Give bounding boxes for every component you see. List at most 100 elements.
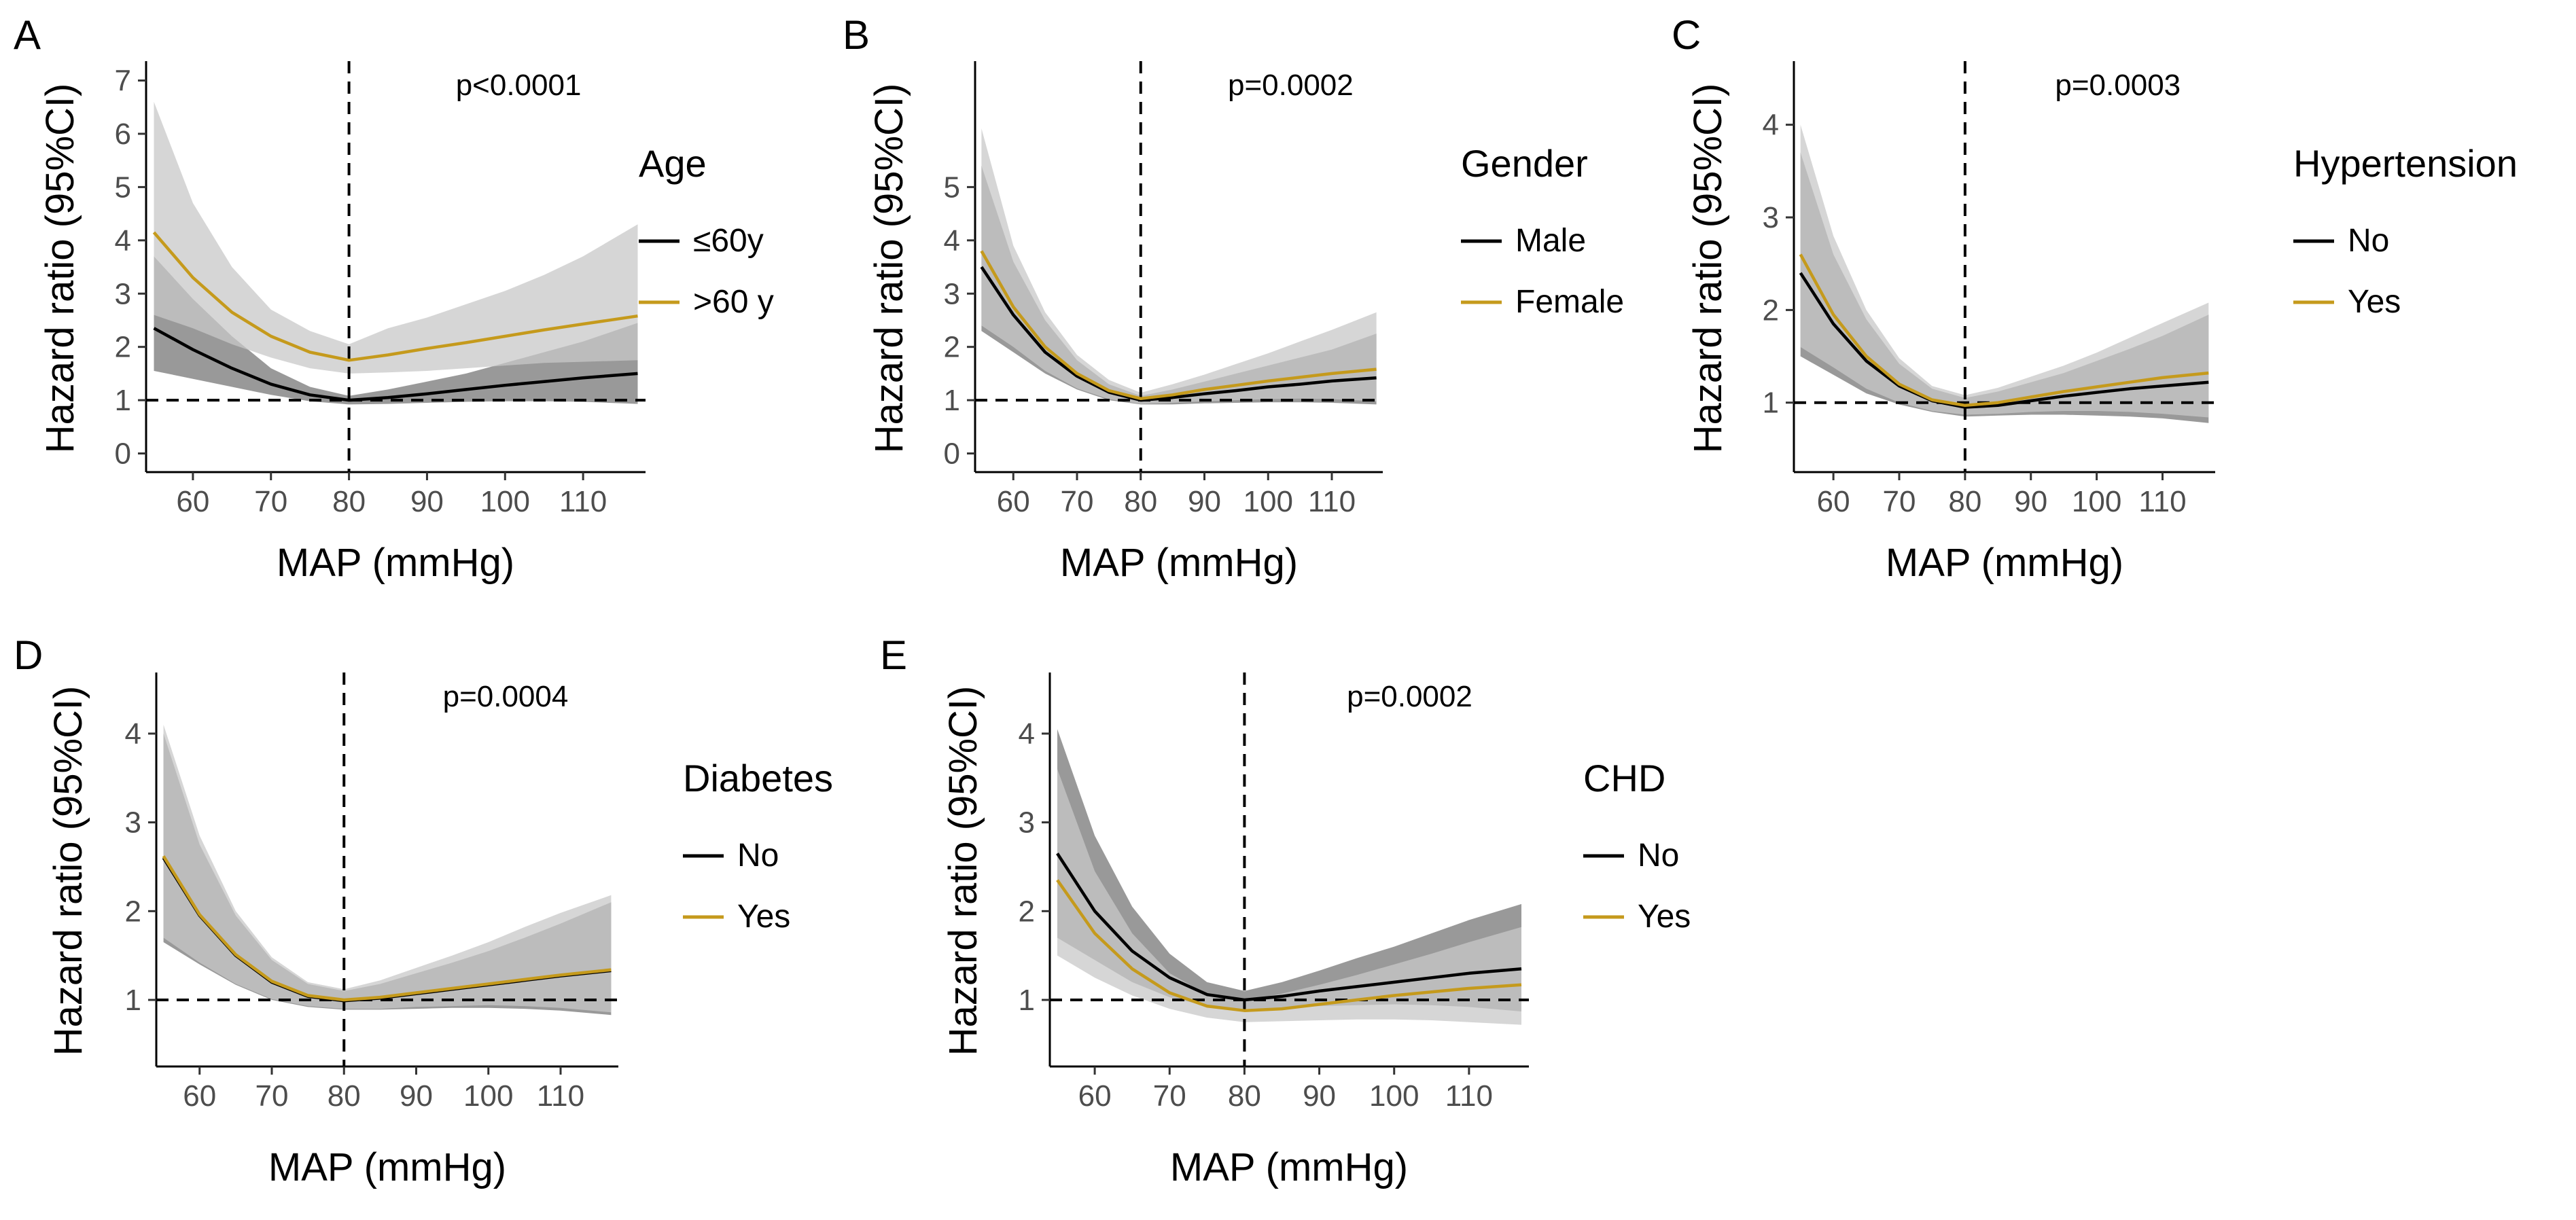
- x-tick-label: 90: [1303, 1079, 1336, 1113]
- x-tick-label: 60: [1817, 485, 1850, 518]
- x-tick-label: 110: [1445, 1079, 1493, 1113]
- legend-label-1: No: [1638, 838, 1679, 874]
- y-tick-label: 2: [1763, 293, 1779, 327]
- y-axis-title: Hazard ratio (95%CI): [1686, 84, 1730, 454]
- series-line-2: [162, 855, 612, 1002]
- x-tick-label: 60: [176, 485, 209, 518]
- x-axis-title: MAP (mmHg): [1886, 541, 2123, 585]
- y-tick-label: 5: [944, 171, 960, 204]
- series-line-2: [980, 250, 1377, 401]
- x-tick-label: 80: [328, 1079, 361, 1113]
- ci-band-series-2: [163, 724, 612, 1013]
- y-tick-label: 1: [125, 984, 141, 1017]
- legend-title: CHD: [1583, 757, 1665, 800]
- y-tick-label: 4: [115, 224, 131, 257]
- x-tick-label: 90: [410, 485, 444, 518]
- x-tick-label: 100: [2072, 485, 2121, 518]
- x-tick-label: 80: [1948, 485, 1981, 518]
- series-line-1: [980, 266, 1377, 402]
- ci-band-series-2: [154, 101, 638, 374]
- y-tick-label: 0: [115, 437, 131, 471]
- x-tick-label: 80: [1228, 1079, 1261, 1113]
- panel-a: A 0 1 2 3 4 5 6 7 60 70 80 90 100 110 p<0.0001 MAP (mmHg…: [14, 12, 774, 585]
- x-tick-label: 70: [254, 485, 287, 518]
- ci-band-series-2: [1800, 124, 2209, 418]
- legend-label-1: ≤60y: [693, 223, 764, 259]
- series-line-2: [1799, 253, 2209, 408]
- y-tick-label: 4: [125, 717, 141, 751]
- y-tick-label: 1: [1763, 387, 1779, 420]
- x-tick-label: 60: [183, 1079, 216, 1113]
- y-tick-label: 4: [1019, 717, 1035, 751]
- x-tick-label: 90: [2014, 485, 2047, 518]
- y-tick-label: 4: [1763, 109, 1779, 142]
- x-tick-label: 70: [1153, 1079, 1186, 1113]
- p-value: p=0.0003: [2055, 69, 2181, 102]
- y-tick-label: 3: [125, 806, 141, 840]
- p-value: p<0.0001: [456, 69, 582, 102]
- legend: Gender Male Female: [1461, 142, 1624, 320]
- x-tick-label: 110: [1308, 485, 1356, 518]
- x-axis-title: MAP (mmHg): [1170, 1145, 1408, 1189]
- y-tick-label: 0: [944, 437, 960, 471]
- y-axis-title: Hazard ratio (95%CI): [38, 84, 82, 454]
- panel-b: B 0 1 2 3 4 5 60 70 80 90 100 110 p=0.0002 MAP (mmHg) H…: [843, 12, 1624, 585]
- panel-d: D 1 2 3 4 60 70 80 90 100 110 p=0.0004 MAP (mmHg) Haz…: [14, 632, 833, 1189]
- y-tick-label: 1: [944, 384, 960, 417]
- legend-label-1: Male: [1515, 223, 1586, 259]
- y-tick-label: 7: [115, 65, 131, 98]
- y-tick-label: 3: [944, 277, 960, 310]
- x-tick-label: 110: [559, 485, 607, 518]
- x-tick-label: 100: [463, 1079, 513, 1113]
- ci-band-series-2: [981, 128, 1377, 404]
- x-tick-label: 100: [1369, 1079, 1419, 1113]
- legend-title: Gender: [1461, 142, 1588, 185]
- legend-label-2: >60 y: [693, 284, 774, 320]
- y-tick-label: 2: [1019, 895, 1035, 928]
- legend: Hypertension No Yes: [2293, 142, 2518, 320]
- ci-band-series-2: [1057, 769, 1521, 1025]
- x-axis-title: MAP (mmHg): [277, 541, 514, 585]
- legend-label-2: Yes: [737, 899, 790, 935]
- x-tick-label: 100: [480, 485, 530, 518]
- y-tick-label: 3: [1019, 806, 1035, 840]
- legend-label-2: Female: [1515, 284, 1624, 320]
- x-tick-label: 100: [1243, 485, 1293, 518]
- panel-c: C 1 2 3 4 60 70 80 90 100 110 p=0.0003 MAP (mmHg) Haz…: [1672, 12, 2518, 585]
- legend-label-2: Yes: [1638, 899, 1691, 935]
- y-tick-label: 2: [125, 895, 141, 928]
- series-line-2: [152, 231, 638, 362]
- legend: Age ≤60y >60 y: [639, 142, 774, 320]
- legend-label-1: No: [737, 838, 779, 874]
- y-axis-title: Hazard ratio (95%CI): [46, 686, 90, 1056]
- y-tick-label: 1: [115, 384, 131, 417]
- panel-e: E 1 2 3 4 60 70 80 90 100 110 p=0.0002 MAP (mmHg) Haz…: [880, 632, 1691, 1189]
- x-tick-label: 70: [255, 1079, 289, 1113]
- y-axis-title: Hazard ratio (95%CI): [941, 686, 985, 1056]
- legend-label-2: Yes: [2348, 284, 2401, 320]
- panel-label: E: [880, 632, 907, 678]
- legend: CHD No Yes: [1583, 757, 1691, 935]
- x-tick-label: 90: [1188, 485, 1221, 518]
- x-tick-label: 110: [537, 1079, 584, 1113]
- legend-title: Hypertension: [2293, 142, 2518, 185]
- x-tick-label: 110: [2138, 485, 2186, 518]
- x-tick-label: 60: [997, 485, 1030, 518]
- y-axis-title: Hazard ratio (95%CI): [867, 84, 911, 454]
- panel-label: C: [1672, 12, 1701, 58]
- legend-title: Age: [639, 142, 707, 185]
- series-line-2: [1056, 879, 1522, 1012]
- series-line-1: [153, 327, 638, 402]
- legend: Diabetes No Yes: [683, 757, 833, 935]
- series-line-1: [1799, 272, 2209, 409]
- legend-title: Diabetes: [683, 757, 833, 800]
- y-tick-label: 6: [115, 118, 131, 151]
- p-value: p=0.0002: [1347, 680, 1472, 713]
- y-tick-label: 1: [1019, 984, 1035, 1017]
- y-tick-label: 2: [944, 331, 960, 364]
- y-tick-label: 2: [115, 331, 131, 364]
- x-axis-title: MAP (mmHg): [1060, 541, 1298, 585]
- panel-label: D: [14, 632, 43, 678]
